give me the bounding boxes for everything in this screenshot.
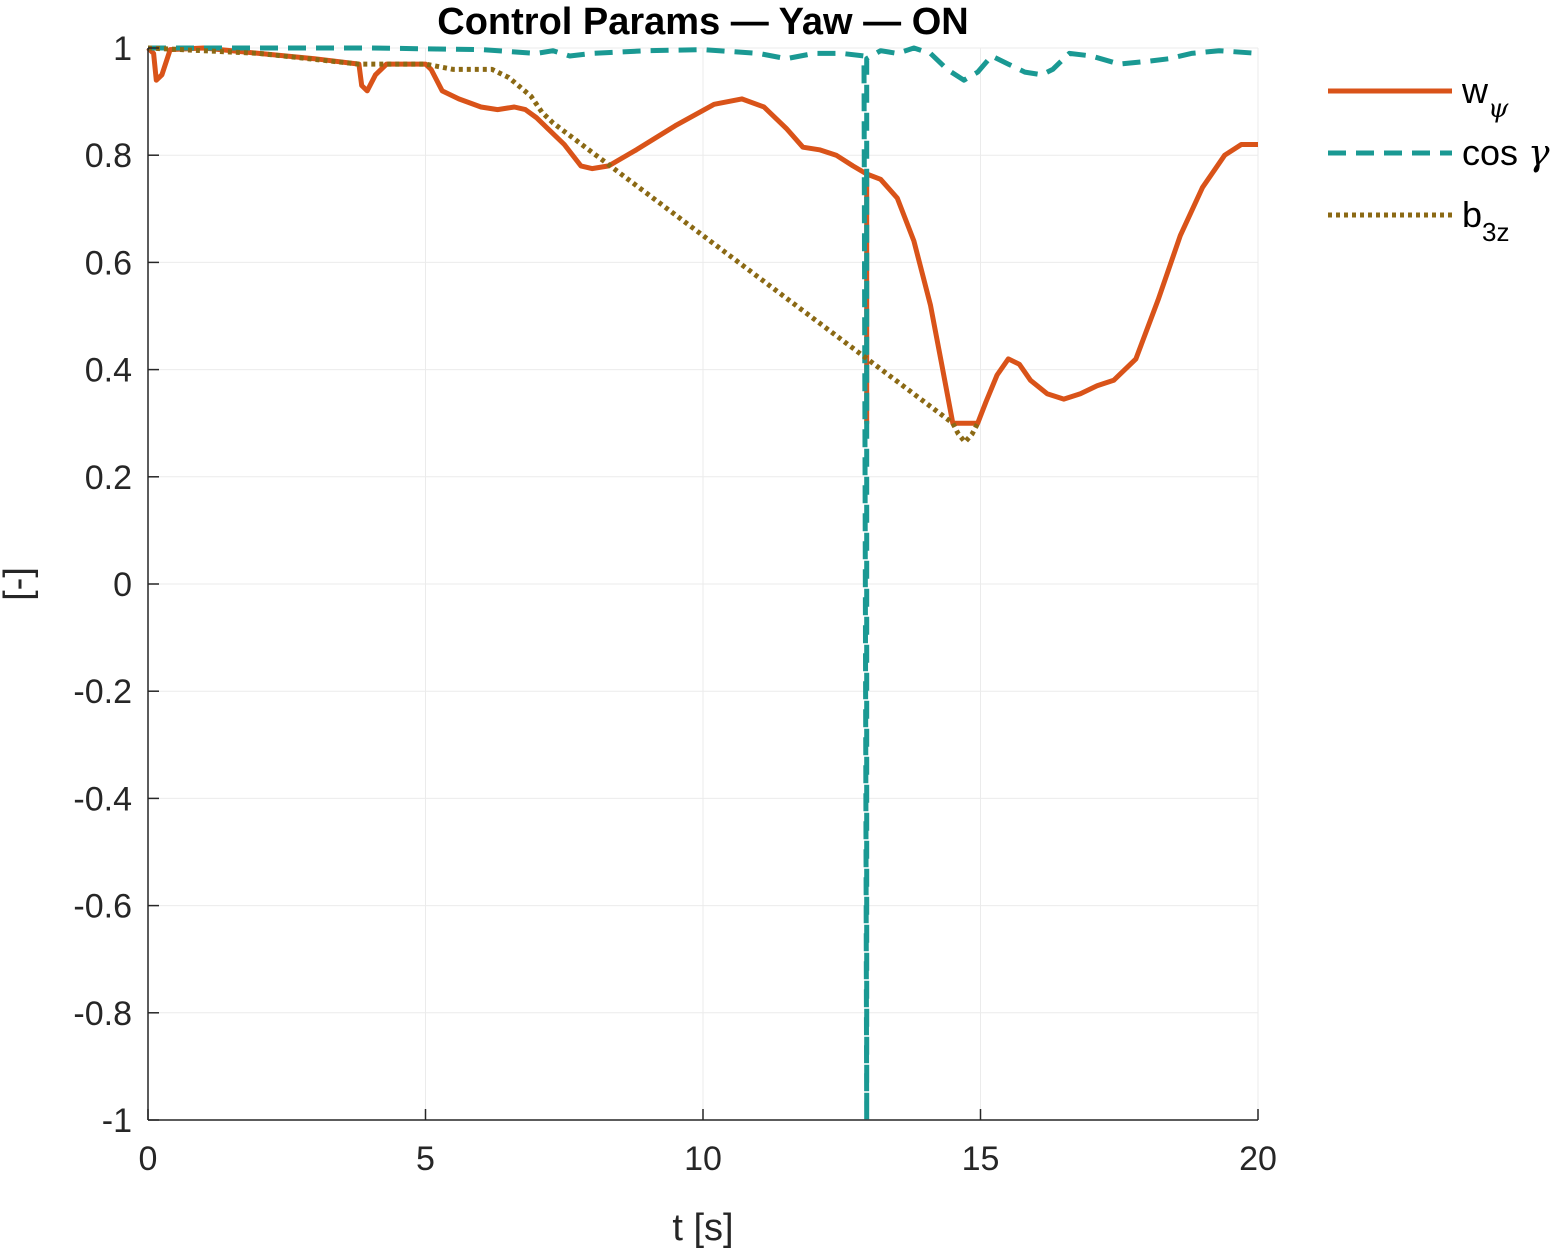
x-axis-label: t [s] [672, 1207, 733, 1249]
y-tick-label: 0.6 [85, 244, 132, 282]
x-tick-label: 20 [1239, 1140, 1277, 1178]
legend-label-w_psi: wψ [1461, 70, 1509, 124]
axes [147, 47, 1259, 1121]
chart-title: Control Params — Yaw — ON [437, 1, 968, 43]
y-tick-label: 0.4 [85, 352, 132, 390]
series-group [146, 45, 1259, 1123]
legend-label-b_3z: b3z [1462, 194, 1510, 247]
y-tick-label: -0.6 [73, 888, 132, 926]
y-tick-label: 0.2 [85, 459, 132, 497]
y-tick-label: 0 [113, 566, 132, 604]
y-axis-label: [-] [0, 567, 39, 601]
x-tick-labels: 0 5 10 15 20 [139, 1140, 1277, 1178]
y-tick-label: -0.8 [73, 995, 132, 1033]
y-tick-label: 1 [113, 30, 132, 68]
series-line-cos_gamma [148, 45, 1259, 1123]
x-tick-label: 10 [684, 1140, 722, 1178]
y-tick-label: -0.4 [73, 780, 132, 818]
x-tick-label: 0 [139, 1140, 158, 1178]
x-tick-label: 5 [416, 1140, 435, 1178]
series-line-w_psi [146, 45, 1258, 426]
series-line-b_3z [147, 45, 980, 445]
legend: wψ cos γ b3z [1328, 70, 1550, 247]
x-tick-label: 15 [962, 1140, 1000, 1178]
y-tick-label: 0.8 [85, 137, 132, 175]
y-tick-labels: -1 -0.8 -0.6 -0.4 -0.2 0 0.2 0.4 0.6 0.8 1 [73, 30, 132, 1140]
y-tick-label: -1 [102, 1102, 132, 1140]
legend-label-cos_gamma: cos γ [1462, 132, 1550, 174]
y-tick-label: -0.2 [73, 673, 132, 711]
